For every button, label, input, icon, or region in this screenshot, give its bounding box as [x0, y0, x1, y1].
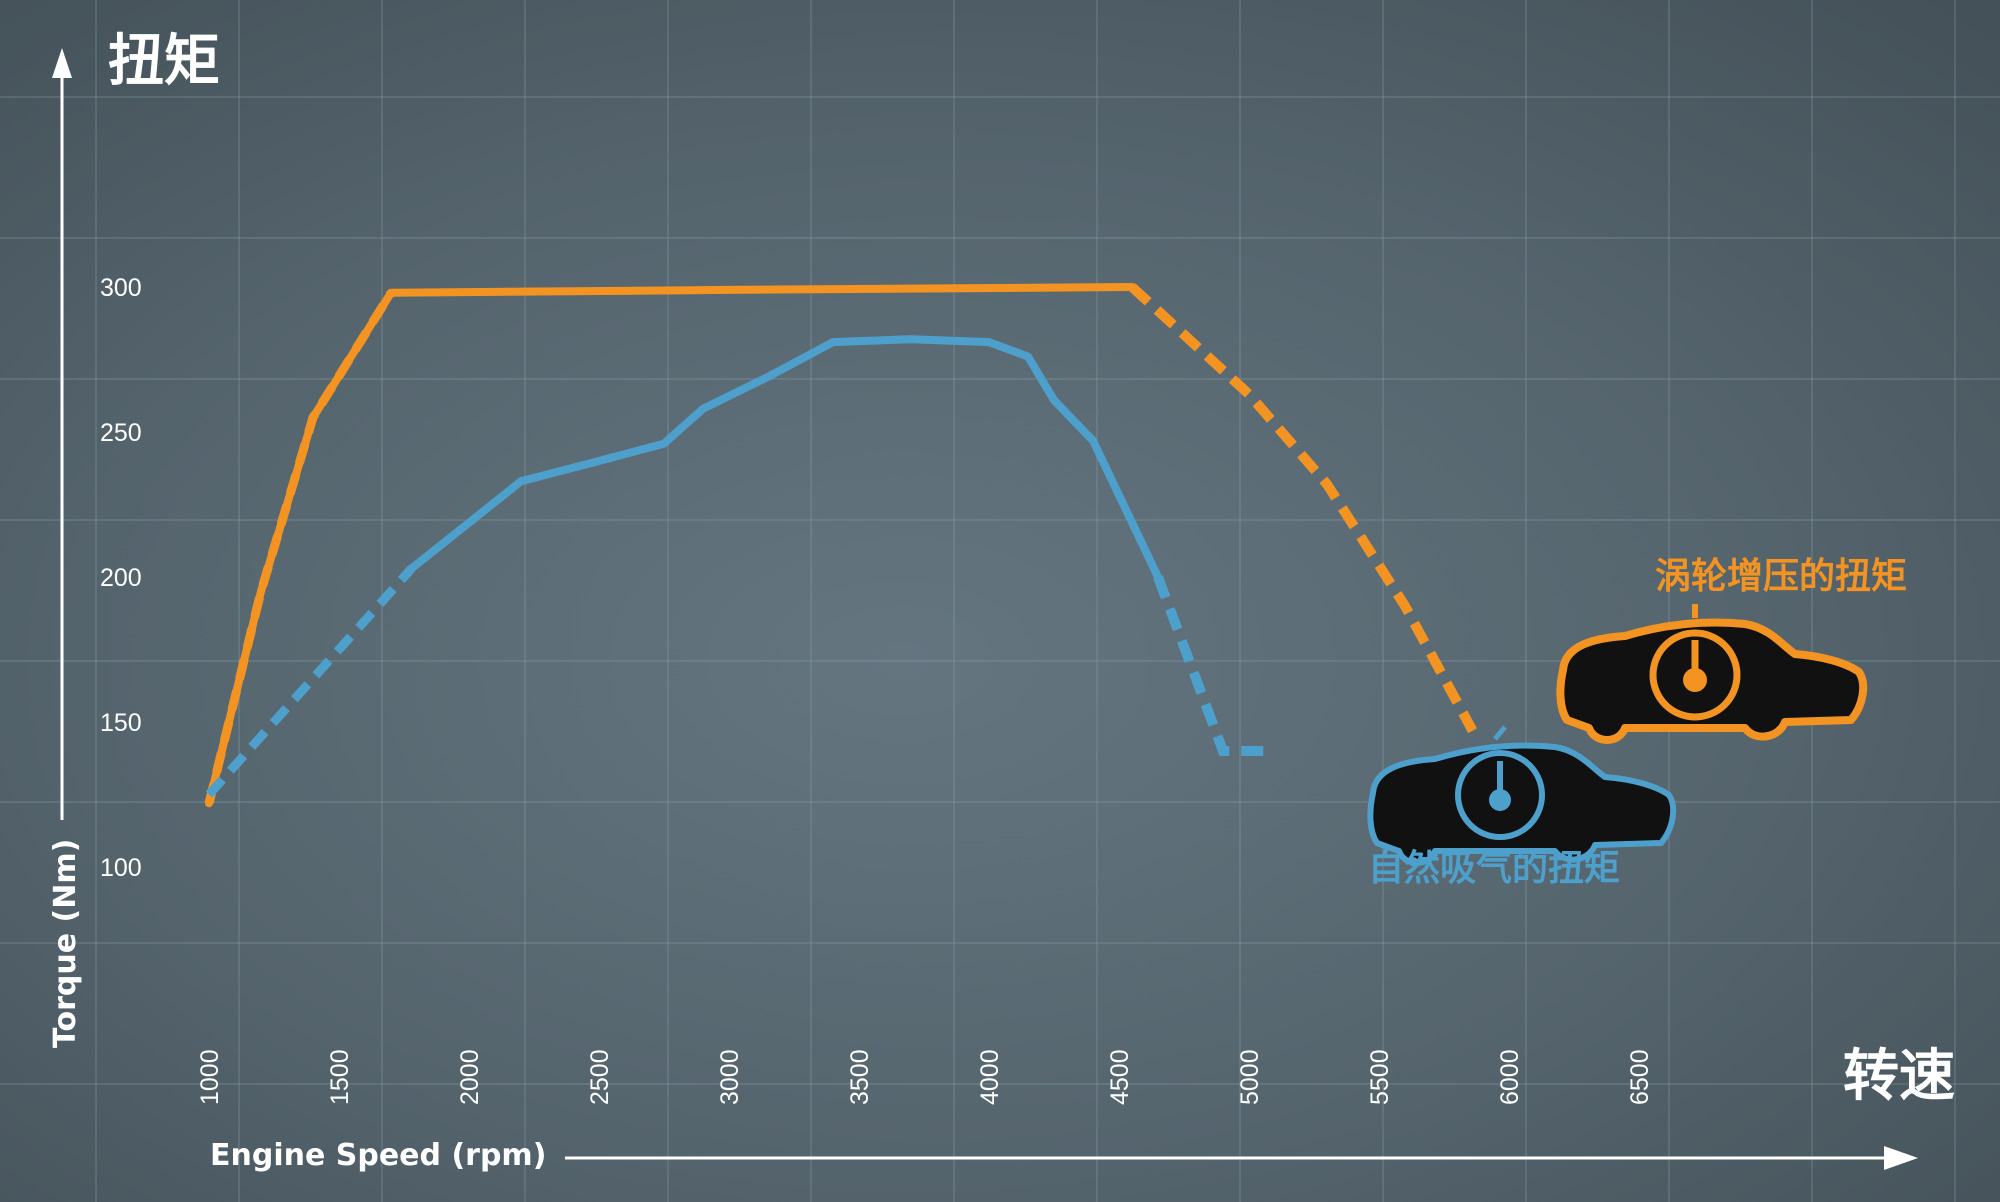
x-tick-label: 1000	[196, 1049, 224, 1105]
y-axis-label: Torque (Nm)	[48, 839, 83, 1048]
legend-na-label: 自然吸气的扭矩	[1368, 847, 1620, 889]
x-axis-label: Engine Speed (rpm)	[210, 1138, 546, 1173]
legend-turbo-label: 涡轮增压的扭矩	[1655, 556, 1907, 597]
na-series-dashed-start	[205, 565, 416, 798]
na-series-line	[407, 335, 1162, 581]
y-axis-title: 扭矩	[108, 29, 220, 94]
y-tick-label: 100	[100, 854, 142, 882]
x-tick-label: 1500	[326, 1049, 354, 1105]
x-axis-arrow	[1884, 1146, 1918, 1170]
na-car-icon	[1367, 725, 1677, 866]
na-series-dashed-end	[1153, 575, 1275, 756]
x-tick-label: 4500	[1106, 1049, 1134, 1105]
y-tick-label: 150	[100, 709, 142, 737]
x-tick-label: 3000	[716, 1049, 744, 1105]
x-tick-label: 5500	[1366, 1049, 1394, 1105]
axes	[52, 48, 1918, 1170]
x-tick-label: 2500	[586, 1049, 614, 1105]
x-tick-label: 2000	[456, 1049, 484, 1105]
x-tick-label: 5000	[1236, 1049, 1264, 1105]
x-tick-labels: 1000 1500 2000 2500 3000 3500 4000 4500 5000 5500…	[196, 1049, 1654, 1105]
turbo-series-line	[205, 283, 1136, 808]
y-axis-arrow	[52, 48, 72, 78]
y-tick-labels: 100 150 200 250 300	[100, 274, 142, 882]
y-tick-label: 300	[100, 274, 142, 302]
x-tick-label: 6000	[1496, 1049, 1524, 1105]
x-tick-label: 4000	[976, 1049, 1004, 1105]
series-layer	[204, 283, 1477, 808]
turbo-series-dashed-end	[1128, 283, 1477, 734]
x-tick-label: 6500	[1626, 1049, 1654, 1105]
y-tick-label: 250	[100, 419, 142, 447]
x-axis-title: 转速	[1843, 1044, 1955, 1109]
x-tick-label: 3500	[846, 1049, 874, 1105]
y-tick-label: 200	[100, 564, 142, 592]
turbo-car-icon	[1556, 604, 1868, 744]
